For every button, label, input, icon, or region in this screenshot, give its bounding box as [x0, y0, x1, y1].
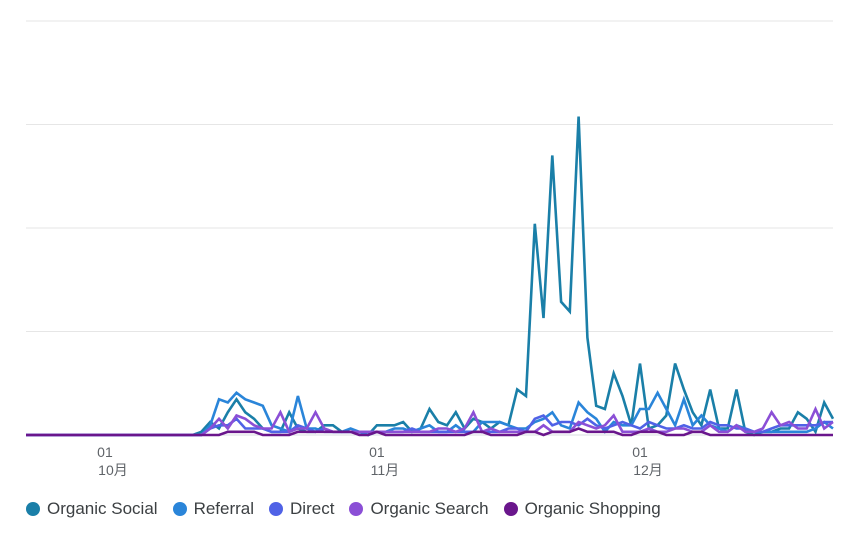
legend-swatch: [503, 502, 518, 516]
x-tick-day: 01: [97, 444, 113, 460]
legend: Organic Social Referral Direct Organic S…: [26, 499, 676, 519]
x-tick-day: 01: [632, 444, 648, 460]
legend-label: Organic Search: [370, 499, 489, 518]
gridlines: [26, 20, 833, 332]
series-lines: [26, 116, 835, 437]
legend-label: Direct: [290, 499, 335, 518]
legend-swatch: [269, 502, 284, 516]
x-tick-month: 10月: [98, 462, 128, 478]
legend-swatch: [172, 502, 187, 516]
legend-label: Organic Social: [47, 499, 158, 518]
series-line-organic-social[interactable]: [26, 116, 835, 437]
x-tick-month: 11月: [371, 462, 400, 478]
legend-swatch: [26, 502, 40, 516]
legend-item-organic-social[interactable]: Organic Social: [26, 499, 158, 519]
x-tick-month: 12月: [633, 462, 663, 478]
legend-item-organic-shopping[interactable]: Organic Shopping: [503, 499, 661, 519]
legend-item-referral[interactable]: Referral: [172, 499, 255, 519]
legend-swatch: [349, 502, 364, 516]
legend-item-direct[interactable]: Direct: [269, 499, 334, 519]
x-tick-labels: 01 10月 01 11月 01 12月: [97, 444, 663, 478]
legend-item-organic-search[interactable]: Organic Search: [349, 499, 489, 519]
legend-label: Organic Shopping: [524, 499, 661, 518]
series-line-organic-shopping[interactable]: [26, 427, 833, 437]
x-tick-day: 01: [369, 444, 385, 460]
legend-label: Referral: [193, 499, 255, 518]
